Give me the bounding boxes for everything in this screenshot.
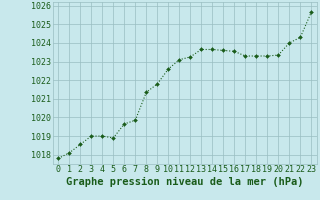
X-axis label: Graphe pression niveau de la mer (hPa): Graphe pression niveau de la mer (hPa) xyxy=(66,177,304,187)
